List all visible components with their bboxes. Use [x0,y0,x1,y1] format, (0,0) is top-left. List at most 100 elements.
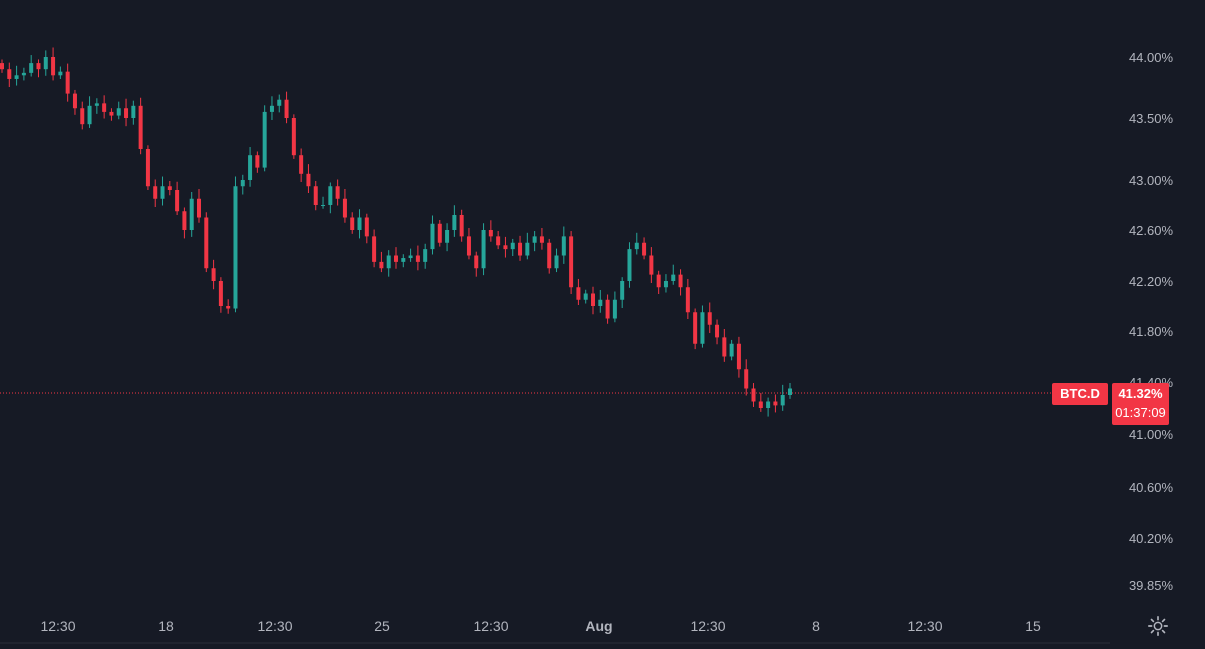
candle-body [58,71,63,76]
candle-body [102,103,107,112]
candle-body [736,343,741,370]
candle-body [751,388,756,402]
candle-body [649,255,654,275]
candle-body [569,236,574,288]
candle-body [335,186,340,199]
y-tick-label: 41.00% [1129,427,1174,442]
x-tick-label: 25 [374,618,390,634]
candle-body [576,287,581,300]
candle-body [211,268,216,281]
candle-body [124,108,129,118]
candle-body [780,395,785,406]
candles-layer [0,47,792,417]
candle-body [693,312,698,344]
candle-body [474,255,479,269]
candle-body [627,249,632,281]
y-tick-label: 40.60% [1129,480,1174,495]
candle-body [459,215,464,237]
candle-body [321,205,326,206]
candle-body [634,242,639,250]
x-tick-label: 12:30 [257,618,292,634]
candle-body [350,217,355,230]
candle-body [423,249,428,262]
candle-body [197,198,201,218]
candle-body [466,236,471,256]
y-tick-label: 42.60% [1129,223,1174,238]
x-tick-label: 8 [812,618,820,634]
candle-body [744,369,749,389]
candle-body [364,217,369,237]
candle-body [51,57,56,76]
candle-body [678,274,683,288]
candle-body [488,230,493,237]
candle-body [72,93,77,109]
candle-body [539,236,544,243]
candle-body [167,186,172,190]
candle-body [277,99,282,106]
candle-body [240,180,245,187]
candle-body [547,242,552,269]
candle-body [510,242,515,250]
candle-body [481,230,486,269]
candle-body [656,274,661,288]
candle-body [773,401,778,406]
candle-body [503,245,508,250]
x-axis: 12:30 18 12:30 25 12:30 Aug 12:30 8 12:30 15 [40,618,1041,634]
candle-countdown: 01:37:09 [1115,405,1166,420]
candle-body [0,63,4,70]
candle-body [218,281,223,306]
x-tick-label: 12:30 [40,618,75,634]
candle-body [598,299,603,306]
candle-body [372,236,377,262]
x-tick-label: 18 [158,618,174,634]
candle-body [642,242,647,256]
candle-body [138,105,143,149]
candle-body [525,242,530,256]
candle-body [766,401,771,408]
candle-body [145,149,150,187]
candle-body [452,215,457,230]
candle-body [94,103,99,106]
y-tick-label: 42.20% [1129,274,1174,289]
gear-icon[interactable] [1147,615,1169,637]
y-tick-label: 43.00% [1129,173,1174,188]
x-tick-label: Aug [585,618,612,634]
candle-body [233,186,238,309]
candle-body [131,105,136,118]
candle-body [226,306,231,309]
candle-body [583,293,588,300]
candle-body [788,388,792,395]
candle-body [612,299,617,319]
candle-body [43,57,48,70]
candle-body [394,255,398,262]
candle-body [87,105,92,125]
candle-body [379,261,384,269]
x-tick-label: 15 [1025,618,1041,634]
candle-body [532,236,537,243]
candle-body [80,108,85,125]
candle-body [496,236,501,246]
candle-body [445,230,450,243]
candle-body [430,223,435,250]
y-tick-label: 41.80% [1129,324,1174,339]
y-tick-label: 43.50% [1129,111,1174,126]
candle-body [408,255,413,259]
candle-body [663,281,668,288]
candle-body [401,258,406,262]
y-tick-label: 44.00% [1129,50,1174,65]
x-tick-label: 12:30 [907,618,942,634]
candle-body [109,111,114,116]
candle-body [700,312,705,344]
candle-body [605,299,610,319]
candle-body [707,312,712,325]
symbol-label: BTC.D [1052,383,1108,405]
last-price-label: 41.32% 01:37:09 [1112,383,1169,425]
candle-body [299,155,304,174]
candle-body [175,190,180,212]
candle-body [248,155,253,180]
candle-body [386,255,391,269]
candle-body [182,211,187,230]
candle-body [204,217,209,269]
candle-body [328,186,333,205]
